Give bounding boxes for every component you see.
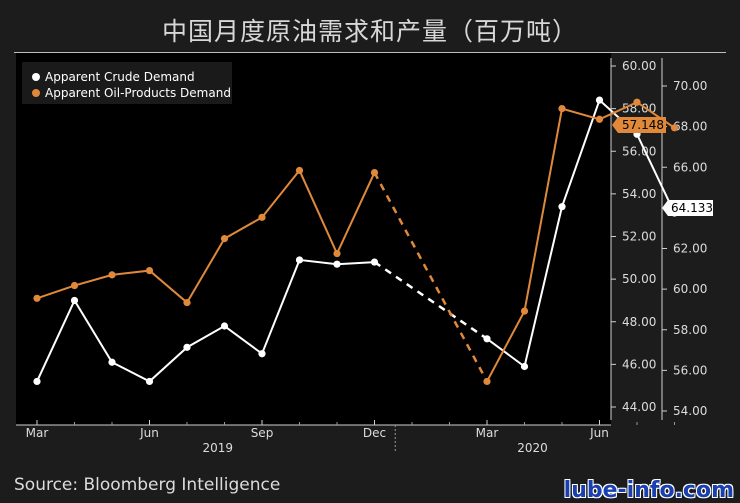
series-line-0 [486, 98, 676, 369]
legend-label-crude: Apparent Crude Demand [45, 70, 195, 84]
series-point-1 [145, 267, 154, 275]
series-point-0 [295, 256, 304, 264]
year-label: 2019 [202, 441, 233, 455]
legend-marker-crude [32, 73, 40, 81]
legend-marker-products [32, 89, 40, 97]
legend: Apparent Crude Demand Apparent Oil-Produ… [22, 62, 232, 104]
series-point-1 [370, 168, 379, 177]
x-axis-tick-label: Dec [363, 426, 386, 440]
x-axis-tick-label: Mar [26, 426, 49, 440]
left-axis-tick-label: 44.00 [622, 400, 656, 414]
series-point-1 [220, 235, 229, 243]
left-axis-tick-label: 46.00 [622, 357, 656, 371]
series-point-0 [33, 377, 41, 386]
series-point-1 [558, 105, 566, 113]
last-value-products: 57.148 [612, 117, 666, 133]
series-point-1 [483, 377, 491, 386]
title-divider [14, 52, 726, 53]
left-axis-tick-label: 54.00 [622, 187, 656, 201]
series-point-1 [595, 115, 604, 123]
last-value-crude: 64.133 [662, 200, 713, 216]
series-point-1 [70, 281, 79, 290]
series-gap-connector-0 [373, 261, 488, 340]
series-point-0 [333, 260, 341, 268]
series-gap-connector-1 [373, 171, 489, 383]
right-axis-tick-label: 54.00 [673, 404, 707, 418]
series-point-1 [33, 294, 41, 302]
chart-title: 中国月度原油需求和产量（百万吨） [161, 17, 578, 46]
series-line-0 [36, 258, 375, 383]
series-line-1 [36, 168, 376, 305]
left-axis-tick-label: 60.00 [622, 59, 656, 73]
left-axis-tick-label: 52.00 [622, 230, 656, 244]
right-axis-tick-label: 56.00 [673, 363, 707, 377]
series-point-0 [595, 96, 604, 104]
left-axis-tick-label: 56.00 [622, 144, 656, 158]
series-point-0 [183, 343, 191, 351]
right-axis-tick-label: 68.00 [673, 120, 707, 134]
right-axis: 54.0056.0058.0060.0062.0064.0066.0068.00… [662, 79, 707, 418]
right-axis-tick-label: 58.00 [673, 323, 707, 337]
last-value-crude-label: 64.133 [671, 201, 713, 215]
legend-label-products: Apparent Oil-Products Demand [45, 86, 231, 100]
last-value-crude-pointer [662, 200, 713, 216]
right-axis-tick-label: 70.00 [673, 79, 707, 93]
series-point-0 [258, 350, 266, 358]
year-label: 2020 [517, 441, 548, 455]
series-point-1 [333, 249, 341, 258]
series-point-0 [520, 362, 529, 371]
series-point-0 [108, 358, 116, 366]
x-axis-tick-label: Jun [589, 426, 609, 440]
x-axis-tick-label: Mar [476, 426, 499, 440]
left-axis-tick-label: 50.00 [622, 272, 656, 286]
series-point-1 [520, 307, 529, 315]
series-point-0 [220, 322, 229, 330]
series-point-1 [295, 166, 304, 175]
last-value-products-pointer [612, 117, 666, 133]
series-point-0 [145, 377, 154, 386]
series-point-0 [558, 203, 566, 211]
series-point-1 [670, 124, 679, 132]
series-point-0 [370, 258, 379, 266]
series-line-1 [486, 101, 676, 382]
plot-area [16, 53, 611, 425]
series-point-1 [183, 298, 191, 307]
legend-box [22, 62, 232, 104]
right-axis-tick-label: 62.00 [673, 242, 707, 256]
left-axis-tick-label: 48.00 [622, 315, 656, 329]
x-axis: Mar Jun Sep Dec Mar Jun 2019 2020 [16, 420, 675, 455]
series-point-0 [70, 296, 79, 305]
watermark-logo: lube-info.com [563, 478, 734, 503]
right-axis-tick-label: 60.00 [673, 282, 707, 296]
series-point-0 [483, 335, 491, 343]
series-layer [33, 96, 679, 386]
left-axis: 44.0046.0048.0050.0052.0054.0056.0058.00… [611, 59, 656, 414]
series-point-1 [633, 98, 641, 106]
source-note: Source: Bloomberg Intelligence [14, 475, 281, 495]
chart: 44.00 46.00 48.00 50.00 52.00 54.00 56.00 58.00… [16, 53, 713, 455]
right-axis-tick-label: 66.00 [673, 160, 707, 174]
x-axis-tick-label: Sep [251, 426, 274, 440]
series-point-1 [108, 271, 116, 279]
series-point-1 [258, 213, 266, 221]
x-axis-tick-label: Jun [139, 426, 159, 440]
last-value-products-label: 57.148 [622, 118, 664, 132]
